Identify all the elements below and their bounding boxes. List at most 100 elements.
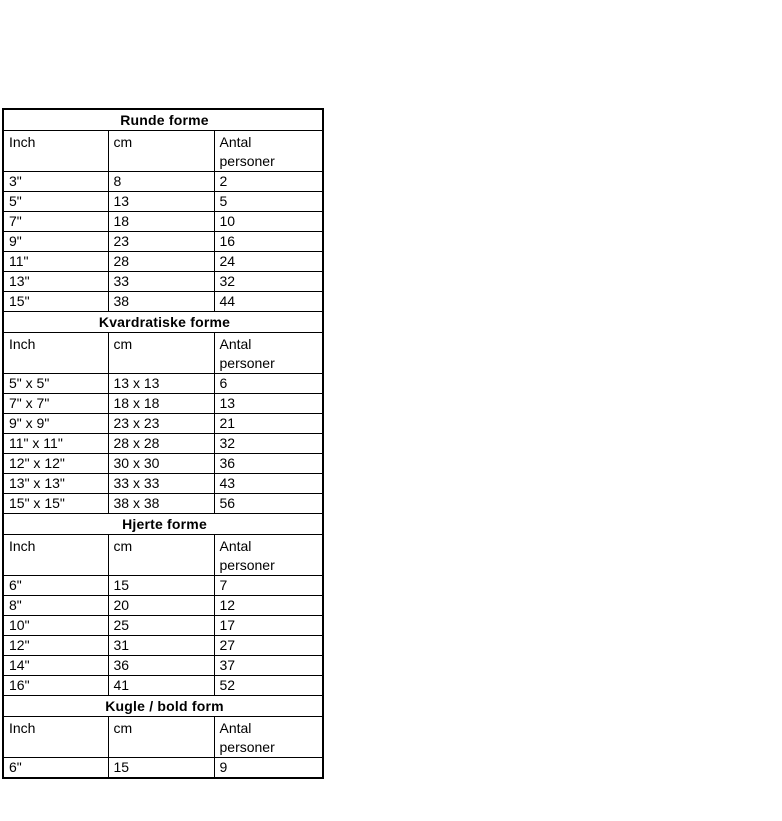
column-header: Inch bbox=[2, 332, 109, 374]
cake-size-table: Runde forme Inch cm Antal personer 3" 8 2 5" 13 5… bbox=[2, 108, 324, 779]
column-header: Antal personer bbox=[213, 716, 324, 758]
column-header: Inch bbox=[2, 716, 109, 758]
table-row: 8" 20 12 bbox=[2, 595, 324, 616]
table-cell: 24 bbox=[213, 251, 324, 272]
table-cell: 5" x 5" bbox=[2, 373, 109, 394]
table-cell: 36 bbox=[107, 655, 215, 676]
table-cell: 12" x 12" bbox=[2, 453, 109, 474]
table-cell: 13" x 13" bbox=[2, 473, 109, 494]
table-cell: 6" bbox=[2, 575, 109, 596]
table-cell: 9" bbox=[2, 231, 109, 252]
column-header: cm bbox=[107, 130, 215, 172]
column-header: Inch bbox=[2, 130, 109, 172]
table-row: 15" 38 44 bbox=[2, 291, 324, 312]
column-header-label: cm bbox=[113, 538, 133, 554]
column-header-label: Antal personer bbox=[219, 538, 275, 573]
table-cell: 5" bbox=[2, 191, 109, 212]
table-cell: 28 x 28 bbox=[107, 433, 215, 454]
table-cell: 12 bbox=[213, 595, 324, 616]
table-cell: 9 bbox=[213, 757, 324, 779]
table-cell: 11" x 11" bbox=[2, 433, 109, 454]
column-header-row: Inch cm Antal personer bbox=[2, 534, 324, 576]
table-cell: 6 bbox=[213, 373, 324, 394]
table-cell: 56 bbox=[213, 493, 324, 514]
column-header: Inch bbox=[2, 534, 109, 576]
table-cell: 15 bbox=[107, 575, 215, 596]
table-row: 15" x 15" 38 x 38 56 bbox=[2, 493, 324, 514]
table-cell: 14" bbox=[2, 655, 109, 676]
table-cell: 12" bbox=[2, 635, 109, 656]
column-header-label: Inch bbox=[9, 336, 36, 352]
table-cell: 10" bbox=[2, 615, 109, 636]
table-cell: 13" bbox=[2, 271, 109, 292]
table-row: 13" 33 32 bbox=[2, 271, 324, 292]
column-header-label: cm bbox=[113, 134, 133, 150]
table-cell: 15" x 15" bbox=[2, 493, 109, 514]
column-header-label: cm bbox=[113, 336, 133, 352]
column-header: cm bbox=[107, 332, 215, 374]
table-cell: 13 bbox=[107, 191, 215, 212]
table-cell: 41 bbox=[107, 675, 215, 696]
table-row: 5" 13 5 bbox=[2, 191, 324, 212]
table-cell: 8" bbox=[2, 595, 109, 616]
table-cell: 32 bbox=[213, 433, 324, 454]
section-title: Kugle / bold form bbox=[2, 695, 324, 717]
section-title: Runde forme bbox=[2, 108, 324, 131]
section-title-row: Runde forme bbox=[2, 108, 324, 131]
column-header: Antal personer bbox=[213, 130, 324, 172]
column-header: Antal personer bbox=[213, 332, 324, 374]
table-cell: 23 x 23 bbox=[107, 413, 215, 434]
table-cell: 38 bbox=[107, 291, 215, 312]
column-header-label: Antal personer bbox=[219, 720, 275, 755]
section-title: Kvardratiske forme bbox=[2, 311, 324, 333]
table-cell: 10 bbox=[213, 211, 324, 232]
section-title: Hjerte forme bbox=[2, 513, 324, 535]
table-cell: 44 bbox=[213, 291, 324, 312]
table-row: 11" x 11" 28 x 28 32 bbox=[2, 433, 324, 454]
table-row: 11" 28 24 bbox=[2, 251, 324, 272]
table-row: 16" 41 52 bbox=[2, 675, 324, 696]
table-cell: 2 bbox=[213, 171, 324, 192]
table-cell: 43 bbox=[213, 473, 324, 494]
table-cell: 33 x 33 bbox=[107, 473, 215, 494]
cake-size-table-container: Runde forme Inch cm Antal personer 3" 8 2 5" 13 5… bbox=[2, 108, 324, 779]
table-cell: 20 bbox=[107, 595, 215, 616]
table-row: 12" 31 27 bbox=[2, 635, 324, 656]
table-row: 6" 15 7 bbox=[2, 575, 324, 596]
table-row: 5" x 5" 13 x 13 6 bbox=[2, 373, 324, 394]
column-header-label: Antal personer bbox=[219, 336, 275, 371]
table-cell: 7" bbox=[2, 211, 109, 232]
table-row: 12" x 12" 30 x 30 36 bbox=[2, 453, 324, 474]
table-cell: 36 bbox=[213, 453, 324, 474]
column-header: Antal personer bbox=[213, 534, 324, 576]
table-cell: 11" bbox=[2, 251, 109, 272]
table-cell: 3" bbox=[2, 171, 109, 192]
column-header-row: Inch cm Antal personer bbox=[2, 716, 324, 758]
table-cell: 21 bbox=[213, 413, 324, 434]
table-cell: 18 x 18 bbox=[107, 393, 215, 414]
table-cell: 16" bbox=[2, 675, 109, 696]
table-row: 13" x 13" 33 x 33 43 bbox=[2, 473, 324, 494]
table-cell: 37 bbox=[213, 655, 324, 676]
column-header-label: Antal personer bbox=[219, 134, 275, 169]
table-cell: 15 bbox=[107, 757, 215, 779]
column-header-label: Inch bbox=[9, 720, 36, 736]
table-row: 7" 18 10 bbox=[2, 211, 324, 232]
column-header: cm bbox=[107, 716, 215, 758]
table-row: 9" x 9" 23 x 23 21 bbox=[2, 413, 324, 434]
table-row: 9" 23 16 bbox=[2, 231, 324, 252]
table-cell: 52 bbox=[213, 675, 324, 696]
table-cell: 33 bbox=[107, 271, 215, 292]
table-row: 6" 15 9 bbox=[2, 757, 324, 779]
table-cell: 27 bbox=[213, 635, 324, 656]
table-cell: 28 bbox=[107, 251, 215, 272]
table-cell: 16 bbox=[213, 231, 324, 252]
table-cell: 31 bbox=[107, 635, 215, 656]
table-row: 10" 25 17 bbox=[2, 615, 324, 636]
column-header-row: Inch cm Antal personer bbox=[2, 130, 324, 172]
table-cell: 13 x 13 bbox=[107, 373, 215, 394]
column-header-label: Inch bbox=[9, 134, 36, 150]
section-title-row: Hjerte forme bbox=[2, 513, 324, 535]
table-cell: 7" x 7" bbox=[2, 393, 109, 414]
